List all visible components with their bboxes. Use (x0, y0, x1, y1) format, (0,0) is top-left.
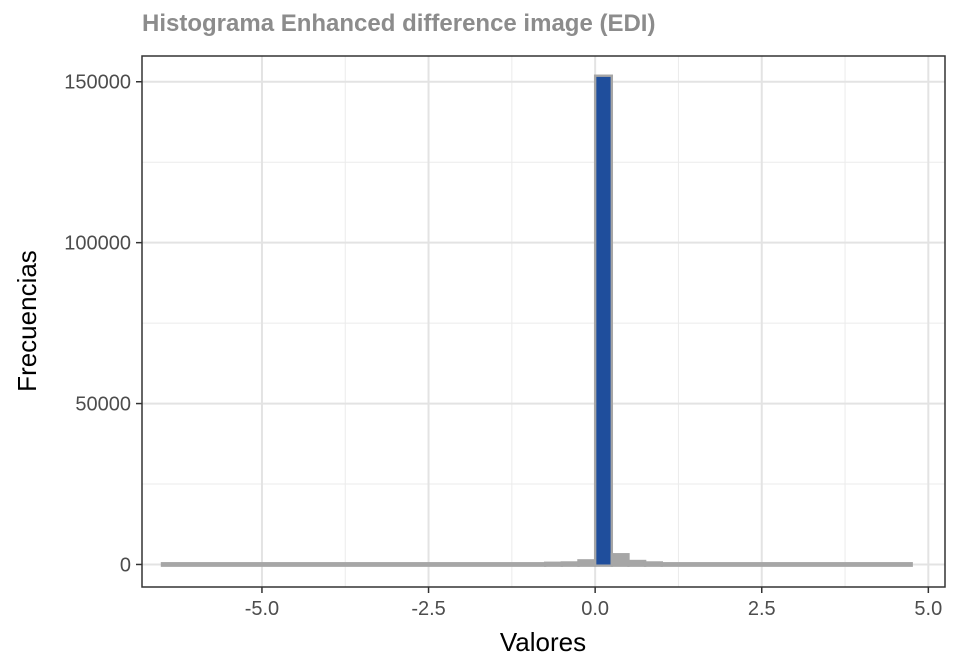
histogram-bar (627, 559, 647, 567)
y-axis-ticks: 0 50000 100000 150000 (64, 72, 142, 576)
x-axis-label: Valores (500, 627, 586, 657)
y-tick-label: 150000 (64, 72, 131, 94)
histogram-bar (577, 559, 597, 567)
y-tick-label: 0 (120, 554, 131, 576)
x-tick-label: 5.0 (914, 598, 942, 620)
x-tick-label: -2.5 (411, 598, 445, 620)
plot-border (141, 55, 946, 588)
histogram-bars (160, 74, 913, 567)
histogram-bar (543, 561, 564, 567)
histogram-bar (643, 561, 663, 567)
histogram-bar (610, 553, 630, 567)
chart-title: Histograma Enhanced difference image (ED… (142, 10, 656, 37)
histogram-bar (560, 561, 580, 567)
histogram-bar (593, 74, 614, 567)
x-axis-ticks: -5.0 -2.5 0.0 2.5 5.0 (245, 587, 942, 620)
x-tick-label: -5.0 (245, 598, 279, 620)
x-tick-label: 0.0 (581, 598, 609, 620)
plot-background (142, 56, 945, 587)
x-tick-label: 2.5 (748, 598, 776, 620)
minor-gridlines (142, 56, 945, 587)
y-tick-label: 50000 (75, 394, 131, 416)
y-axis-label: Frecuencias (12, 250, 42, 392)
y-tick-label: 100000 (64, 233, 131, 255)
histogram-bar (160, 562, 547, 567)
histogram-bar (660, 562, 913, 567)
